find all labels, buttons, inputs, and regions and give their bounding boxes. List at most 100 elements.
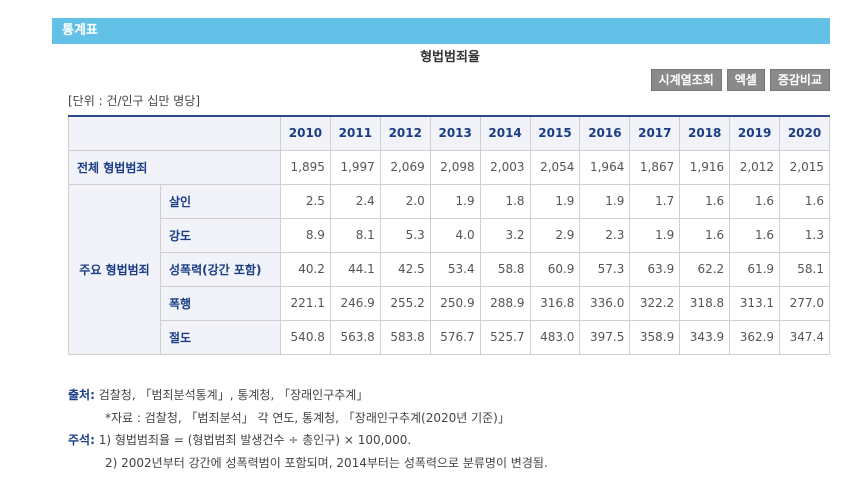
cell: 2.3: [579, 217, 631, 253]
column-header: 2017: [629, 115, 681, 151]
cell: 2,015: [779, 149, 830, 185]
column-header: 2014: [479, 115, 531, 151]
column-header: 2018: [679, 115, 731, 151]
group-label: 주요 형법범죄: [68, 183, 161, 355]
cell: 525.7: [479, 319, 531, 355]
cell: 8.1: [329, 217, 381, 253]
cell: 1,867: [629, 149, 681, 185]
cell: 8.9: [280, 217, 331, 253]
cell: 57.3: [579, 251, 631, 287]
cell: 62.2: [679, 251, 731, 287]
cell: 1.6: [679, 217, 731, 253]
column-header: 2020: [779, 115, 830, 151]
cell: 2,069: [379, 149, 431, 185]
column-header: 2013: [429, 115, 481, 151]
cell: 1.9: [629, 217, 681, 253]
cell: 221.1: [280, 285, 331, 321]
cell: 2,012: [729, 149, 781, 185]
table-body: 전체 형법범죄 1,895 1,997 2,069 2,098 2,003 2,054 1,9…: [68, 149, 830, 355]
cell: 316.8: [529, 285, 581, 321]
cell: 540.8: [280, 319, 331, 355]
column-header: 2016: [579, 115, 631, 151]
row: 성폭력(강간 포함) 40.2 44.1 42.5 53.4 58.8 60.9 57.3 63…: [69, 251, 830, 287]
button[interactable]: 증감비교: [769, 69, 830, 91]
row: 폭행 221.1 246.9 255.2 250.9 288.9 316.8 336.0 322…: [69, 285, 830, 321]
cell: 1,997: [329, 149, 381, 185]
cell: 53.4: [429, 251, 481, 287]
row-label: 폭행: [160, 285, 281, 321]
table-title: 형법범죄율: [420, 50, 480, 65]
cell: 250.9: [429, 285, 481, 321]
row-label: 절도: [160, 319, 281, 355]
cell: 1.9: [579, 183, 631, 219]
note: 1) 형법범죄율 = (형법범죄 발생건수 ÷ 총인구) × 100,000.: [98, 433, 412, 447]
cell: 3.2: [479, 217, 531, 253]
cell: 1.6: [679, 183, 731, 219]
cell: 313.1: [729, 285, 781, 321]
row-label: 살인: [160, 183, 281, 219]
cell: 4.0: [429, 217, 481, 253]
cell: 397.5: [579, 319, 631, 355]
cell: 2.0: [379, 183, 431, 219]
cell: 2,054: [529, 149, 581, 185]
row-label: 전체 형법범죄: [68, 149, 281, 185]
cell: 1,895: [280, 149, 331, 185]
cell: 255.2: [379, 285, 431, 321]
cell: 336.0: [579, 285, 631, 321]
cell: 583.8: [379, 319, 431, 355]
notes: 출처: 검찰청, 「범죄분석통계」, 통계청, 「장래인구추계」 *자료 : 검…: [68, 384, 548, 474]
cell: 5.3: [379, 217, 431, 253]
header-row: 2010 2011 2012 2013 2014 2015 2016 2017 2018 2019…: [68, 115, 830, 151]
note: 2) 2002년부터 강간에 성폭력범이 포함되며, 2014부터는 성폭력으로…: [105, 455, 548, 470]
cell: 2,003: [479, 149, 531, 185]
cell: 563.8: [329, 319, 381, 355]
column-header: 2015: [529, 115, 581, 151]
cell: 246.9: [329, 285, 381, 321]
column-header: 2011: [329, 115, 381, 151]
cell: 1,916: [679, 149, 731, 185]
corner-cell: [68, 115, 281, 151]
cell: 362.9: [729, 319, 781, 355]
button[interactable]: 시계열조회: [650, 69, 722, 91]
row: 절도 540.8 563.8 583.8 576.7 525.7 483.0 397.5 358…: [69, 319, 830, 355]
cell: 288.9: [479, 285, 531, 321]
panel-header: 통계표: [52, 18, 830, 44]
cell: 1.6: [779, 183, 830, 219]
cell: 63.9: [629, 251, 681, 287]
column-header: 2012: [379, 115, 431, 151]
cell: 60.9: [529, 251, 581, 287]
source-label: 출처:: [68, 388, 95, 402]
source-line: 출처: 검찰청, 「범죄분석통계」, 통계청, 「장래인구추계」: [68, 384, 548, 407]
note-label: 주석:: [68, 433, 95, 447]
unit-label: [단위 : 건/인구 십만 명당]: [68, 94, 201, 108]
cell: 2.4: [329, 183, 381, 219]
source-detail: *자료 : 검찰청, 「범죄분석」 각 연도, 통계청, 「장래인구추계(202…: [105, 410, 510, 425]
cell: 58.8: [479, 251, 531, 287]
cell: 483.0: [529, 319, 581, 355]
cell: 2.5: [280, 183, 331, 219]
cell: 1.9: [529, 183, 581, 219]
cell: 61.9: [729, 251, 781, 287]
cell: 343.9: [679, 319, 731, 355]
cell: 347.4: [779, 319, 830, 355]
cell: 1.9: [429, 183, 481, 219]
cell: 1.3: [779, 217, 830, 253]
column-header: 2010: [280, 115, 331, 151]
cell: 1.6: [729, 183, 781, 219]
row: 주요 형법범죄 살인 2.5 2.4 2.0 1.9 1.8 1.9 1.9 1.7 1.6 1.6 1…: [68, 183, 830, 355]
cell: 2,098: [429, 149, 481, 185]
button-bar: 시계열조회 엑셀 증감비교: [650, 69, 830, 91]
cell: 1,964: [579, 149, 631, 185]
cell: 2.9: [529, 217, 581, 253]
button[interactable]: 엑셀: [726, 69, 765, 91]
cell: 1.6: [729, 217, 781, 253]
cell: 1.8: [479, 183, 531, 219]
row-label: 성폭력(강간 포함): [160, 251, 281, 287]
note-line: 주석: 1) 형법범죄율 = (형법범죄 발생건수 ÷ 총인구) × 100,0…: [68, 429, 548, 452]
cell: 1.7: [629, 183, 681, 219]
data-table: 2010 2011 2012 2013 2014 2015 2016 2017 2018 2019…: [68, 115, 830, 355]
column-header: 2019: [729, 115, 781, 151]
row: 전체 형법범죄 1,895 1,997 2,069 2,098 2,003 2,054 1,9…: [68, 149, 830, 185]
row: 강도 8.9 8.1 5.3 4.0 3.2 2.9 2.3 1.9 1.6 1.6 1.3: [69, 217, 830, 253]
